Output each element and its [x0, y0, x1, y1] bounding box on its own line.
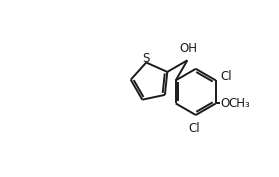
- Text: OH: OH: [180, 42, 198, 55]
- Text: Cl: Cl: [220, 70, 232, 83]
- Text: O: O: [221, 97, 230, 110]
- Text: S: S: [142, 52, 149, 65]
- Text: CH₃: CH₃: [229, 97, 250, 110]
- Text: Cl: Cl: [189, 122, 200, 135]
